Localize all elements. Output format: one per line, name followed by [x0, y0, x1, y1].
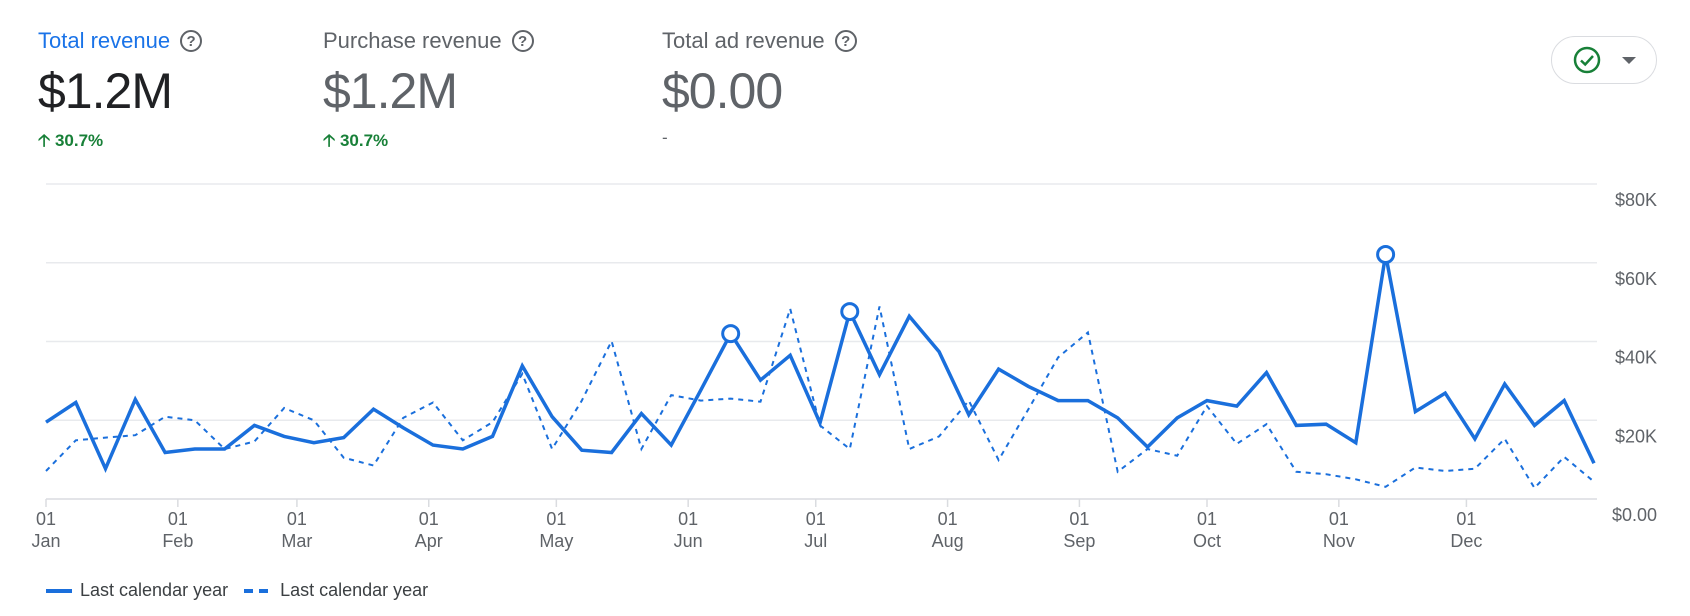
y-tick-label: $60K: [1615, 269, 1657, 289]
chart-legend: Last calendar year Last calendar year: [46, 580, 428, 601]
solid-line-swatch-icon: [46, 588, 72, 593]
x-tick-month: Jul: [804, 531, 827, 551]
metric-total-ad-revenue[interactable]: Total ad revenue? $0.00 -: [662, 28, 857, 148]
x-tick-month: Dec: [1450, 531, 1482, 551]
help-icon[interactable]: ?: [180, 30, 203, 52]
x-tick-day: 01: [1456, 509, 1476, 529]
status-dropdown-button[interactable]: [1551, 36, 1657, 84]
y-tick-label: $0.00: [1612, 505, 1657, 525]
series-line-solid: [45, 254, 1596, 474]
x-tick-day: 01: [287, 509, 307, 529]
x-tick-day: 01: [419, 509, 439, 529]
x-tick-month: Feb: [162, 531, 193, 551]
metric-title: Total revenue?: [38, 28, 203, 54]
x-tick-month: May: [539, 531, 573, 551]
x-tick-day: 01: [168, 509, 188, 529]
anomaly-marker: [840, 302, 860, 322]
x-tick-day: 01: [938, 509, 958, 529]
x-tick-day: 01: [1069, 509, 1089, 529]
x-tick-day: 01: [36, 509, 56, 529]
metric-total-revenue[interactable]: Total revenue? $1.2M 🡡 30.7%: [38, 28, 203, 157]
metric-value: $0.00: [662, 63, 783, 119]
y-tick-label: $80K: [1615, 190, 1657, 210]
arrow-up-icon: 🡡: [323, 131, 336, 150]
legend-item-dashed[interactable]: Last calendar year: [244, 580, 428, 601]
x-tick-month: Mar: [281, 531, 312, 551]
x-tick-day: 01: [678, 509, 698, 529]
x-tick-day: 01: [546, 509, 566, 529]
series-line-dashed: [45, 305, 1595, 490]
metric-change: 🡡 30.7%: [38, 131, 104, 150]
metric-value: $1.2M: [323, 63, 458, 119]
x-tick-month: Jun: [674, 531, 703, 551]
legend-item-solid[interactable]: Last calendar year: [46, 580, 228, 601]
check-circle-icon: [1573, 46, 1601, 74]
y-tick-label: $20K: [1615, 426, 1657, 446]
x-tick-month: Nov: [1323, 531, 1355, 551]
x-tick-month: Sep: [1063, 531, 1095, 551]
help-icon[interactable]: ?: [511, 30, 534, 52]
x-tick-day: 01: [1329, 509, 1349, 529]
metric-change: 🡡 30.7%: [323, 131, 389, 150]
x-tick-day: 01: [1197, 509, 1217, 529]
metric-change: -: [662, 128, 668, 147]
metric-title: Total ad revenue?: [662, 28, 857, 54]
help-icon[interactable]: ?: [834, 30, 857, 52]
dashed-line-swatch-icon: [244, 588, 273, 593]
anomaly-marker: [1376, 244, 1396, 264]
x-tick-day: 01: [806, 509, 826, 529]
x-tick-month: Apr: [415, 531, 443, 551]
anomaly-marker: [721, 324, 741, 344]
arrow-up-icon: 🡡: [38, 131, 51, 150]
x-tick-month: Oct: [1193, 531, 1221, 551]
metric-purchase-revenue[interactable]: Purchase revenue? $1.2M 🡡 30.7%: [323, 28, 534, 157]
y-tick-label: $40K: [1615, 348, 1657, 368]
caret-down-icon: [1622, 56, 1636, 64]
metric-value: $1.2M: [38, 63, 173, 119]
metric-title: Purchase revenue?: [323, 28, 534, 54]
x-tick-month: Aug: [932, 531, 964, 551]
x-tick-month: Jan: [31, 531, 60, 551]
